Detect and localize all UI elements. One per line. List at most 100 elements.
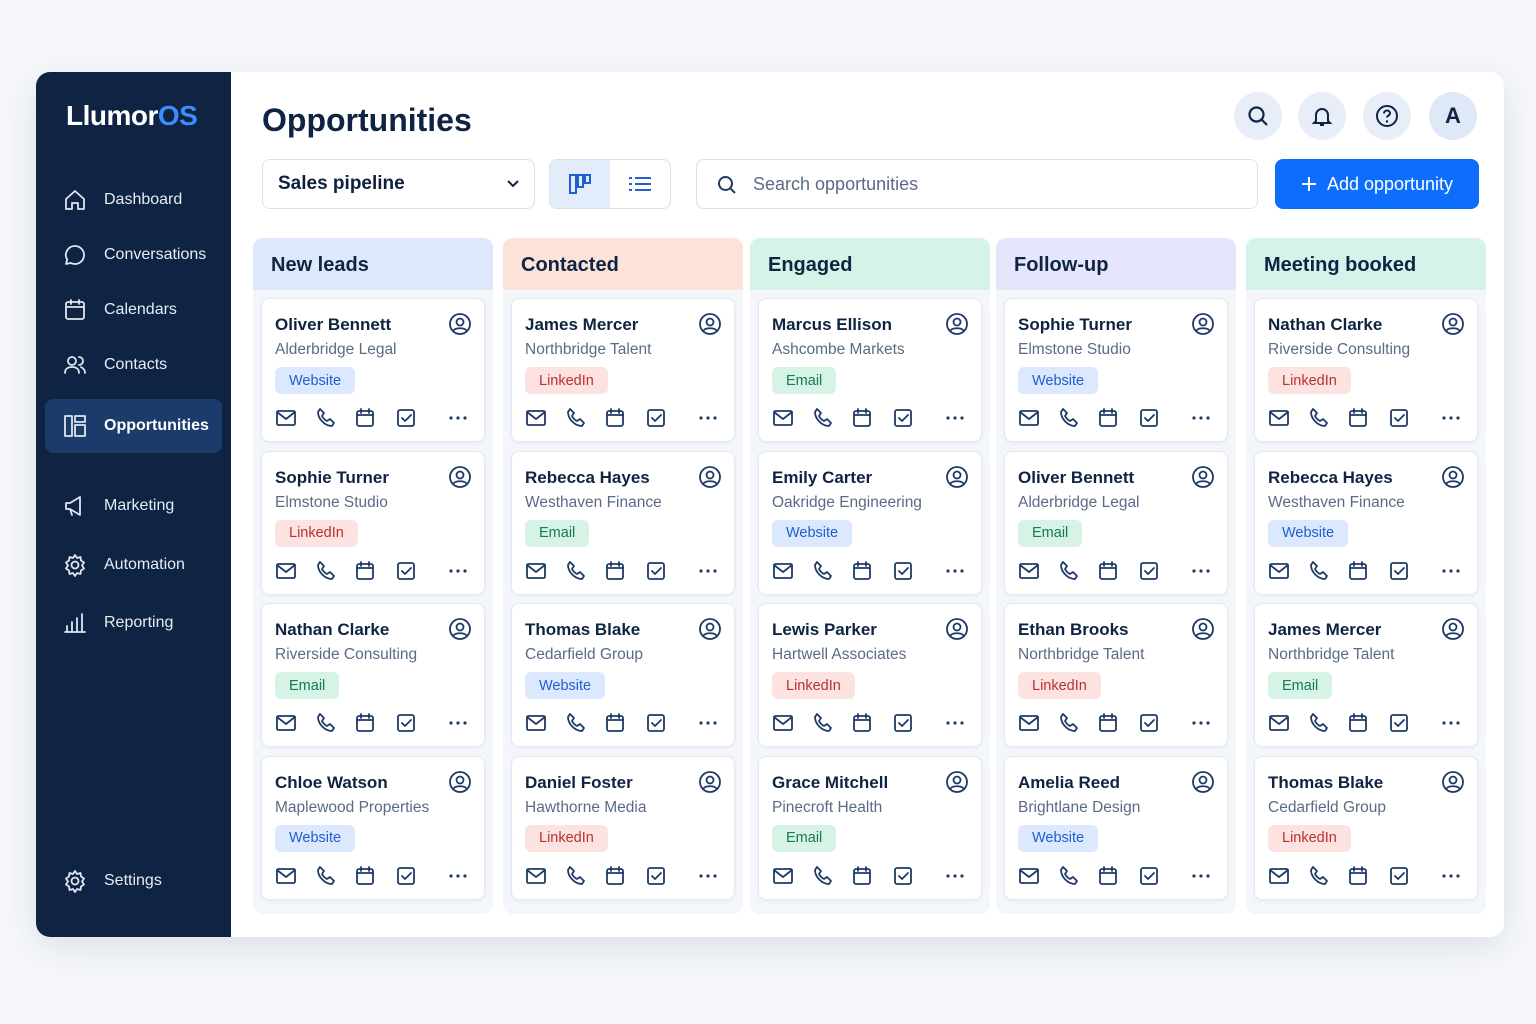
assign-button[interactable] [698, 770, 722, 794]
calendar-action[interactable] [1097, 560, 1119, 582]
task-action[interactable] [1388, 865, 1410, 887]
opportunity-card[interactable]: Marcus Ellison Ashcombe Markets Email [758, 298, 982, 442]
assign-button[interactable] [945, 770, 969, 794]
assign-button[interactable] [1191, 617, 1215, 641]
assign-button[interactable] [1191, 312, 1215, 336]
more-action[interactable] [447, 407, 469, 429]
call-action[interactable] [1308, 865, 1330, 887]
call-action[interactable] [812, 712, 834, 734]
calendar-action[interactable] [604, 407, 626, 429]
email-action[interactable] [1268, 407, 1290, 429]
calendar-action[interactable] [1347, 560, 1369, 582]
task-action[interactable] [645, 712, 667, 734]
call-action[interactable] [1058, 865, 1080, 887]
add-opportunity-button[interactable]: Add opportunity [1275, 159, 1479, 209]
call-action[interactable] [565, 407, 587, 429]
opportunity-card[interactable]: Sophie Turner Elmstone Studio LinkedIn [261, 450, 485, 595]
email-action[interactable] [772, 865, 794, 887]
call-action[interactable] [565, 865, 587, 887]
assign-button[interactable] [945, 312, 969, 336]
call-action[interactable] [315, 712, 337, 734]
assign-button[interactable] [1441, 617, 1465, 641]
assign-button[interactable] [1441, 770, 1465, 794]
more-action[interactable] [944, 712, 966, 734]
calendar-action[interactable] [354, 560, 376, 582]
nav-item[interactable]: Conversations [45, 233, 222, 277]
assign-button[interactable] [1191, 770, 1215, 794]
more-action[interactable] [697, 865, 719, 887]
more-action[interactable] [944, 560, 966, 582]
call-action[interactable] [1058, 712, 1080, 734]
more-action[interactable] [944, 407, 966, 429]
more-action[interactable] [1440, 712, 1462, 734]
nav-item[interactable]: Marketing [45, 484, 222, 528]
assign-button[interactable] [448, 617, 472, 641]
assign-button[interactable] [1441, 312, 1465, 336]
call-action[interactable] [1058, 407, 1080, 429]
more-action[interactable] [1190, 560, 1212, 582]
email-action[interactable] [275, 865, 297, 887]
search-input[interactable]: Search opportunities [696, 159, 1258, 209]
opportunity-card[interactable]: James Mercer Northbridge Talent LinkedIn [511, 298, 735, 442]
email-action[interactable] [772, 407, 794, 429]
calendar-action[interactable] [604, 560, 626, 582]
nav-item[interactable]: Reporting [45, 601, 222, 645]
call-action[interactable] [315, 560, 337, 582]
email-action[interactable] [1018, 712, 1040, 734]
email-action[interactable] [772, 712, 794, 734]
search-button[interactable] [1234, 92, 1282, 140]
task-action[interactable] [1138, 865, 1160, 887]
task-action[interactable] [395, 712, 417, 734]
task-action[interactable] [1388, 407, 1410, 429]
calendar-action[interactable] [1347, 712, 1369, 734]
opportunity-card[interactable]: Ethan Brooks Northbridge Talent LinkedIn [1004, 603, 1228, 747]
calendar-action[interactable] [851, 560, 873, 582]
task-action[interactable] [892, 865, 914, 887]
pipeline-select[interactable]: Sales pipeline [262, 159, 535, 209]
calendar-action[interactable] [354, 712, 376, 734]
call-action[interactable] [1308, 407, 1330, 429]
calendar-action[interactable] [604, 712, 626, 734]
opportunity-card[interactable]: Thomas Blake Cedarfield Group LinkedIn [1254, 755, 1478, 900]
nav-item[interactable]: Automation [45, 543, 222, 587]
more-action[interactable] [697, 407, 719, 429]
more-action[interactable] [1440, 865, 1462, 887]
nav-item[interactable]: Contacts [45, 343, 222, 387]
more-action[interactable] [697, 712, 719, 734]
task-action[interactable] [892, 407, 914, 429]
task-action[interactable] [645, 560, 667, 582]
task-action[interactable] [1138, 407, 1160, 429]
board-view[interactable] [550, 160, 610, 208]
assign-button[interactable] [698, 312, 722, 336]
opportunity-card[interactable]: Rebecca Hayes Westhaven Finance Website [1254, 450, 1478, 595]
avatar[interactable]: A [1429, 92, 1477, 140]
task-action[interactable] [1138, 712, 1160, 734]
call-action[interactable] [1308, 560, 1330, 582]
assign-button[interactable] [448, 770, 472, 794]
more-action[interactable] [1440, 560, 1462, 582]
calendar-action[interactable] [851, 865, 873, 887]
task-action[interactable] [1388, 560, 1410, 582]
calendar-action[interactable] [604, 865, 626, 887]
calendar-action[interactable] [1097, 712, 1119, 734]
help-button[interactable] [1363, 92, 1411, 140]
call-action[interactable] [1308, 712, 1330, 734]
more-action[interactable] [447, 712, 469, 734]
assign-button[interactable] [448, 312, 472, 336]
opportunity-card[interactable]: Lewis Parker Hartwell Associates LinkedIn [758, 603, 982, 747]
email-action[interactable] [525, 865, 547, 887]
nav-item[interactable]: Settings [45, 859, 222, 903]
call-action[interactable] [812, 407, 834, 429]
email-action[interactable] [275, 560, 297, 582]
task-action[interactable] [1138, 560, 1160, 582]
more-action[interactable] [944, 865, 966, 887]
more-action[interactable] [1440, 407, 1462, 429]
assign-button[interactable] [1441, 465, 1465, 489]
call-action[interactable] [1058, 560, 1080, 582]
task-action[interactable] [395, 407, 417, 429]
email-action[interactable] [1018, 407, 1040, 429]
email-action[interactable] [1268, 560, 1290, 582]
calendar-action[interactable] [1097, 865, 1119, 887]
call-action[interactable] [812, 560, 834, 582]
nav-item[interactable]: Opportunities [45, 399, 222, 453]
